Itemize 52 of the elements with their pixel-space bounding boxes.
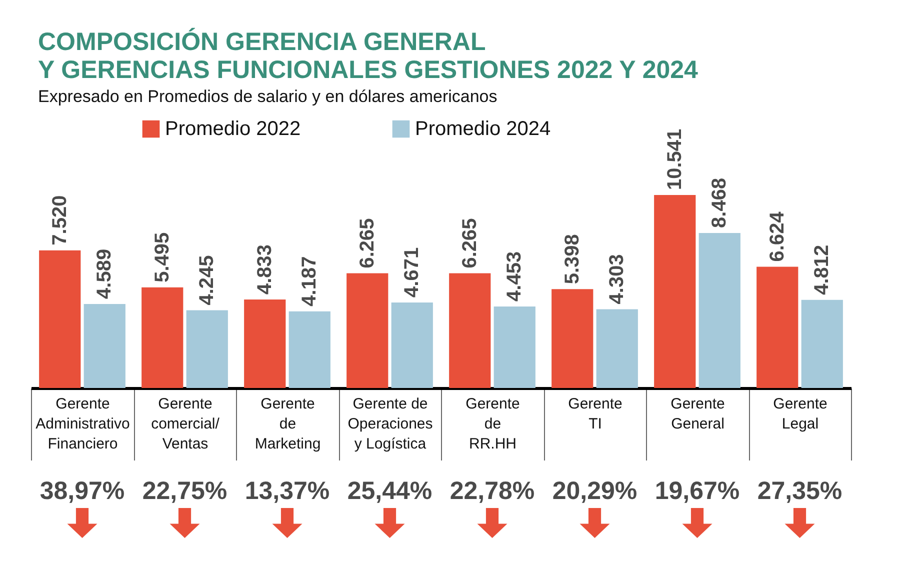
data-label: 4.187 — [298, 256, 321, 306]
x-tick-label: Gerente de Operaciones y Logística — [348, 396, 433, 452]
bar — [552, 289, 594, 388]
text: 22,78% — [450, 477, 535, 505]
bar — [654, 195, 696, 388]
x-tick-label: Gerente Administrativo Financiero — [36, 396, 130, 452]
text: 20,29% — [552, 477, 638, 505]
bar — [801, 300, 843, 388]
data-label: 4.812 — [811, 244, 834, 295]
bar — [84, 304, 126, 388]
data-label: 10.541 — [664, 128, 686, 190]
data-label: 8.468 — [708, 178, 731, 228]
bar — [186, 310, 228, 388]
data-label: 6.624 — [766, 210, 788, 262]
bar — [494, 306, 536, 388]
text: 27,35% — [757, 477, 842, 505]
data-label: 4.671 — [401, 247, 424, 298]
data-label: 4.453 — [504, 251, 526, 302]
text: 25,44% — [347, 477, 432, 505]
bar — [596, 309, 638, 388]
bar — [39, 250, 81, 388]
data-label: 4.245 — [196, 255, 218, 306]
text: 13,37% — [244, 477, 330, 505]
x-tick-label: Gerente TI — [568, 396, 622, 432]
data-label: 7.520 — [48, 195, 71, 246]
bar — [391, 302, 433, 388]
text: 19,67% — [654, 477, 740, 505]
legend-label: Promedio 2022 — [165, 118, 301, 140]
bar — [346, 273, 388, 388]
data-label: 6.265 — [356, 218, 378, 268]
text: 22,75% — [142, 477, 228, 505]
data-label: 5.495 — [151, 232, 174, 282]
x-tick-label: Gerente de Marketing — [254, 396, 321, 452]
bar — [756, 266, 798, 388]
x-tick-label: Gerente comercial/ Ventas — [151, 396, 220, 452]
x-tick-label: Gerente General — [670, 396, 725, 432]
chart-subtitle: Expresado en Promedios de salario y en dólares americanos — [38, 87, 498, 106]
data-label: 6.265 — [458, 218, 481, 268]
data-label: 5.398 — [561, 234, 584, 284]
bar — [142, 287, 184, 388]
text: 38,97% — [40, 477, 125, 505]
bar — [698, 232, 740, 388]
data-label: 4.303 — [606, 254, 628, 304]
legend-label: Promedio 2024 — [415, 118, 551, 140]
chart-title: COMPOSICIÓN GERENCIA GENERAL Y GERENCIAS FUNCIONALES GESTIONES 2022 Y 2024 — [38, 27, 698, 84]
x-tick-label: Gerente de RR.HH — [466, 396, 520, 452]
data-label: 4.589 — [94, 248, 116, 299]
bar — [449, 273, 491, 388]
x-tick-label: Gerente Legal — [773, 396, 828, 432]
bar — [288, 311, 330, 388]
bar — [244, 300, 286, 388]
data-label: 4.833 — [254, 244, 276, 295]
